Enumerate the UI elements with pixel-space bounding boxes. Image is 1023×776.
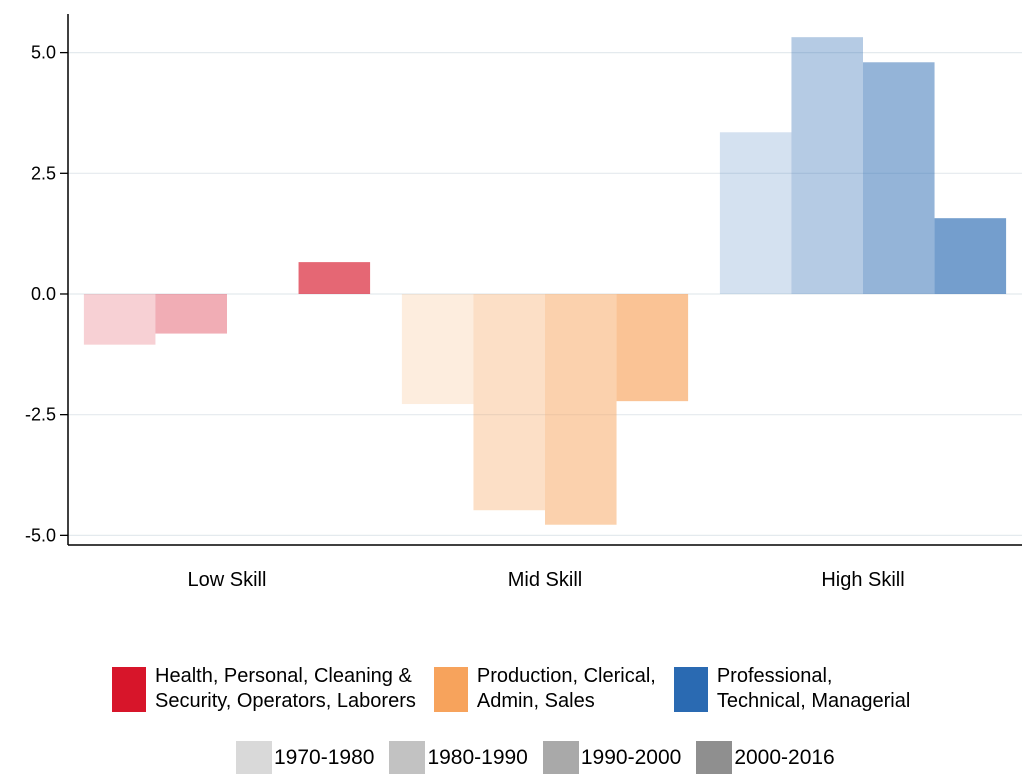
legend-item-period: 1980-1990	[389, 741, 528, 774]
bar	[616, 293, 689, 402]
legend-swatch	[696, 741, 733, 774]
legend-item-period: 2000-2016	[696, 741, 835, 774]
y-tick-label: -5.0	[25, 525, 56, 545]
legend-label: 1990-2000	[580, 746, 682, 769]
legend-periods: 1970-1980 1980-1990 1990-2000 2000-2016	[236, 741, 850, 774]
legend-label: 1980-1990	[427, 746, 528, 769]
legend-item-period: 1970-1980	[236, 741, 374, 774]
legend-swatch	[112, 666, 146, 712]
y-tick-label: 0.0	[31, 284, 56, 304]
legend-swatch	[542, 741, 579, 774]
legend-label: Health, Personal, Cleaning & Security, O…	[155, 665, 416, 712]
legend-swatch	[433, 666, 468, 712]
x-tick-label: Mid Skill	[508, 569, 582, 591]
y-tick-label: -2.5	[25, 405, 56, 425]
legend-label: Production, Clerical, Admin, Sales	[476, 665, 656, 712]
legend-item-period: 1990-2000	[542, 741, 682, 774]
bar	[719, 132, 792, 294]
bar	[473, 293, 545, 511]
y-tick-label: 2.5	[31, 163, 56, 183]
legend-item-mid-skill: Production, Clerical, Admin, Sales	[433, 664, 656, 714]
legend-swatch	[236, 741, 272, 774]
bar	[155, 293, 227, 334]
bar	[863, 62, 935, 294]
y-tick-label: 5.0	[31, 43, 56, 63]
bar	[934, 218, 1007, 294]
x-tick-label: Low Skill	[188, 569, 267, 591]
legend-item-low-skill: Health, Personal, Cleaning & Security, O…	[112, 664, 416, 714]
legend-swatch	[389, 741, 426, 774]
bar	[791, 37, 863, 294]
legend-label: 2000-2016	[734, 746, 835, 769]
bar	[545, 293, 617, 525]
x-tick-label: High Skill	[821, 569, 904, 591]
legend-label: Professional, Technical, Managerial	[716, 665, 911, 712]
legend-occupation-groups: Health, Personal, Cleaning & Security, O…	[112, 664, 928, 714]
bar	[401, 293, 474, 405]
legend-label: 1970-1980	[274, 746, 375, 769]
bar	[83, 293, 156, 345]
legend-item-high-skill: Professional, Technical, Managerial	[673, 664, 911, 714]
legend-swatch	[673, 666, 708, 712]
bar	[298, 262, 371, 294]
bar-chart: 5.0 2.5 0.0 -2.5 -5.0 Low Skill Mid Skill High …	[25, 14, 1022, 591]
